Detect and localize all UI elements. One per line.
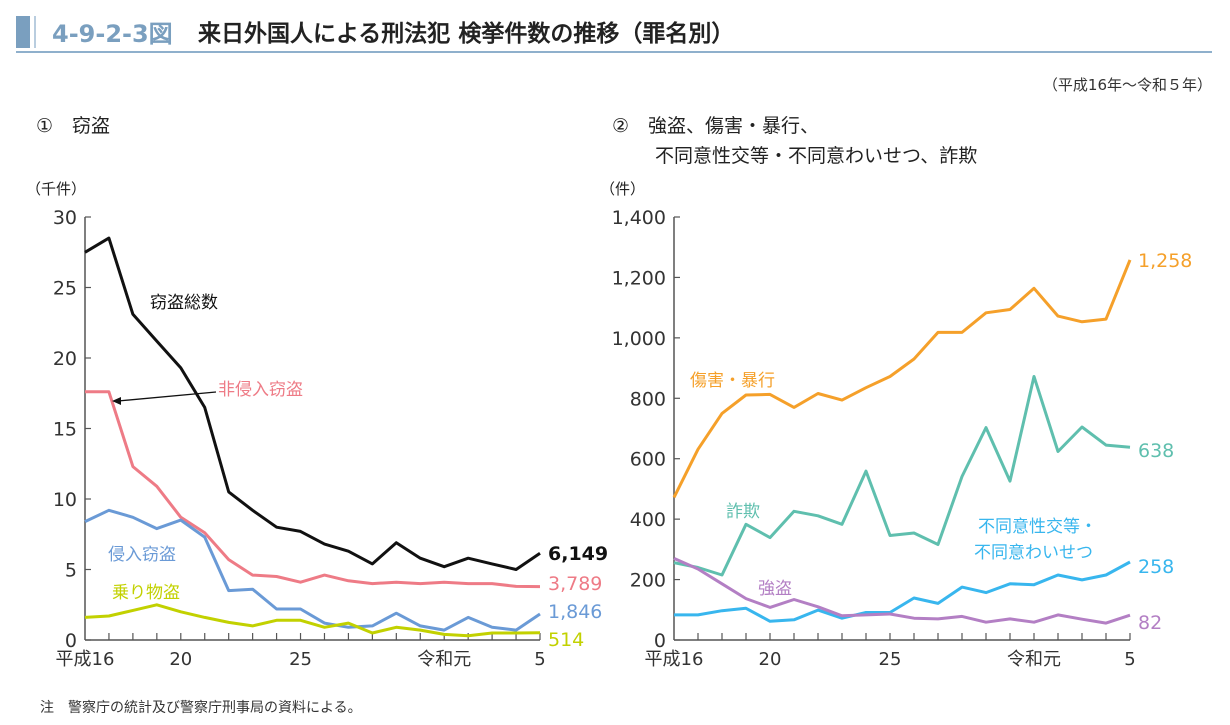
y-tick-label: 600	[630, 449, 666, 471]
y-tick-label: 800	[630, 388, 666, 410]
series-label: 不同意わいせつ	[974, 543, 1093, 563]
y-tick-label: 0	[654, 630, 666, 652]
series-line-0	[672, 259, 1132, 499]
series-line-3	[673, 557, 1131, 625]
chart2-ylabel: （件）	[600, 180, 645, 198]
header-underline	[16, 51, 1212, 53]
end-value-label: 6,149	[548, 543, 608, 565]
end-value-label: 638	[1138, 440, 1174, 462]
series-label: 侵入窃盗	[108, 545, 176, 565]
pointer-arrow	[117, 391, 217, 402]
x-tick-label: 平成16	[645, 649, 704, 670]
series-label: 傷害・暴行	[690, 371, 775, 391]
y-tick-label: 10	[53, 489, 77, 511]
y-tick-label: 0	[65, 630, 77, 652]
series-line-2	[84, 508, 541, 632]
figure-title: 来日外国人による刑法犯 検挙件数の推移（罪名別）	[198, 21, 735, 47]
series-label: 不同意性交等・	[978, 517, 1097, 537]
end-value-label: 3,789	[548, 573, 602, 595]
chart1-title: ① 窃盗	[36, 115, 110, 137]
series-line-3	[84, 603, 541, 638]
header-accent-line	[34, 16, 36, 48]
y-tick-label: 20	[53, 348, 77, 370]
chart2-title-line1: ② 強盗、傷害・暴行、	[612, 115, 819, 137]
series-line-2	[674, 560, 1131, 623]
y-tick-label: 1,400	[612, 207, 666, 229]
x-tick-label: 令和元	[417, 649, 471, 670]
y-tick-label: 25	[53, 278, 77, 300]
series-label: 非侵入窃盗	[218, 380, 303, 400]
y-tick-label: 1,200	[612, 267, 666, 289]
figure-number: 4-9-2-3図	[52, 20, 173, 48]
x-tick-label: 20	[759, 649, 782, 670]
chart1-plot: 0 5 10 15 20 25 30 平成16 20 25 令和元 5 6,149 窃盗総数 3,789 非侵…	[53, 207, 608, 670]
chart2-title-line2: 不同意性交等・不同意わいせつ、詐欺	[655, 145, 977, 167]
end-value-label: 258	[1138, 556, 1174, 578]
y-tick-label: 200	[630, 570, 666, 592]
chart1-ylabel: （千件）	[26, 180, 86, 198]
header-accent-bar	[16, 16, 30, 48]
chart2-plot: 0 200 400 600 800 1,000 1,200 1,400 平成16 20 25 令和元 5…	[612, 207, 1193, 670]
series-label: 乗り物盗	[112, 583, 180, 603]
y-tick-label: 400	[630, 509, 666, 531]
x-tick-label: 20	[169, 649, 192, 670]
source-note: 注 警察庁の統計及び警察庁刑事局の資料による。	[40, 700, 362, 716]
end-value-label: 82	[1138, 612, 1162, 634]
series-label: 詐欺	[726, 502, 760, 522]
series-line-0	[84, 236, 541, 571]
x-tick-label: 平成16	[56, 649, 115, 670]
x-tick-label: 5	[1124, 649, 1135, 670]
figure-header: 4-9-2-3図 来日外国人による刑法犯 検挙件数の推移（罪名別）	[0, 0, 1230, 60]
y-tick-label: 5	[65, 560, 77, 582]
y-tick-label: 1,000	[612, 328, 666, 350]
arrow-head-icon	[112, 397, 121, 405]
y-tick-label: 30	[53, 207, 77, 229]
x-tick-label: 25	[879, 649, 902, 670]
series-line-1	[85, 390, 541, 589]
end-value-label: 514	[548, 629, 584, 651]
series-line-1	[673, 375, 1131, 577]
y-tick-label: 15	[53, 419, 77, 441]
series-label: 窃盗総数	[150, 293, 218, 313]
end-value-label: 1,846	[548, 601, 602, 623]
x-tick-label: 令和元	[1007, 649, 1061, 670]
end-value-label: 1,258	[1138, 250, 1192, 272]
period-label: （平成16年～令和５年）	[1042, 76, 1212, 94]
x-tick-label: 5	[534, 649, 545, 670]
series-label: 強盗	[758, 579, 792, 599]
x-tick-label: 25	[289, 649, 312, 670]
